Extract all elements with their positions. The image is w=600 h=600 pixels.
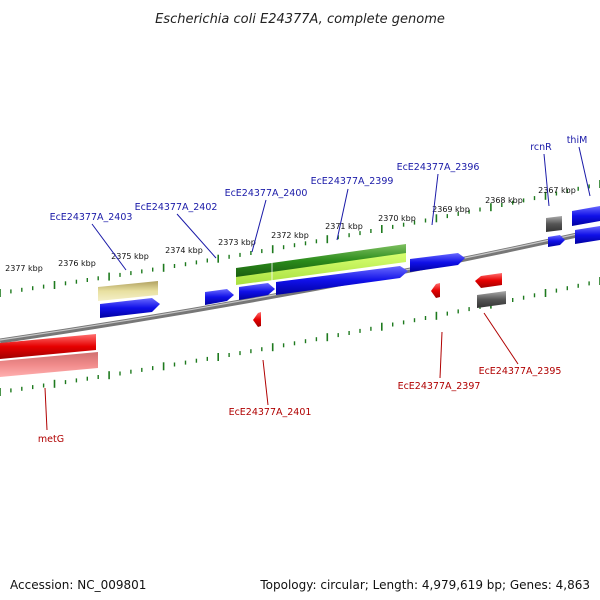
gene-label-EcE24377A-2401[interactable]: EcE24377A_2401 xyxy=(229,407,312,418)
scale-label-2372: 2372 kbp xyxy=(271,231,309,240)
gene-EcE24377A-2401[interactable] xyxy=(253,312,261,327)
rna-gene-2399-2400[interactable] xyxy=(236,244,406,285)
gene-EcE24377A-2402[interactable] xyxy=(205,289,234,305)
scale-label-2367: 2367 kbp xyxy=(538,186,576,195)
gene-label-EcE24377A-2403[interactable]: EcE24377A_2403 xyxy=(50,212,133,223)
gene-label-EcE24377A-2400[interactable]: EcE24377A_2400 xyxy=(225,188,308,199)
accession-text: Accession: NC_009801 xyxy=(10,578,147,592)
map-title: Escherichia coli E24377A, complete genom… xyxy=(155,12,445,27)
genome-summary-text: Topology: circular; Length: 4,979,619 bp… xyxy=(260,578,590,592)
gene-label-EcE24377A-2399[interactable]: EcE24377A_2399 xyxy=(311,176,394,187)
gene-EcE24377A-2395-grey[interactable] xyxy=(477,291,506,308)
scale-label-2373: 2373 kbp xyxy=(218,238,256,247)
gene-label-EcE24377A-2402[interactable]: EcE24377A_2402 xyxy=(135,202,218,213)
forward-genes xyxy=(98,206,600,318)
scale-label-2375: 2375 kbp xyxy=(111,252,149,261)
scale-label-2376: 2376 kbp xyxy=(58,259,96,268)
gene-EcE24377A-2403[interactable] xyxy=(100,298,160,318)
scale-label-2368: 2368 kbp xyxy=(485,196,523,205)
reverse-genes xyxy=(0,273,502,377)
gene-rcnR-small[interactable] xyxy=(548,235,565,247)
gene-EcE24377A-2396[interactable] xyxy=(410,253,465,272)
scale-label-2374: 2374 kbp xyxy=(165,246,203,255)
scale-label-2377: 2377 kbp xyxy=(5,264,43,273)
gene-label-rcnR[interactable]: rcnR xyxy=(530,142,552,153)
gene-EcE24377A-2397[interactable] xyxy=(431,283,440,298)
gene-label-EcE24377A-2396[interactable]: EcE24377A_2396 xyxy=(397,162,480,173)
gene-thiM[interactable] xyxy=(572,206,600,226)
gene-label-EcE24377A-2397[interactable]: EcE24377A_2397 xyxy=(398,381,481,392)
gene-label-EcE24377A-2395[interactable]: EcE24377A_2395 xyxy=(479,366,562,377)
scale-label-2370: 2370 kbp xyxy=(378,214,416,223)
scale-label-2369: 2369 kbp xyxy=(432,205,470,214)
gene-labels: thiM rcnR EcE24377A_2396 EcE24377A_2399 … xyxy=(38,135,587,445)
gene-rcnR[interactable] xyxy=(546,216,562,232)
gene-label-thiM[interactable]: thiM xyxy=(567,135,588,146)
scale-ticks xyxy=(0,180,600,396)
grey-genes xyxy=(477,216,562,308)
scale-label-2371: 2371 kbp xyxy=(325,222,363,231)
gene-label-metG[interactable]: metG xyxy=(38,434,64,445)
leader-lines xyxy=(44,146,591,431)
gene-EcE24377A-2400b[interactable] xyxy=(239,283,275,300)
gene-metG-pseudo[interactable] xyxy=(0,352,98,377)
scale-labels: 2367 kbp 2368 kbp 2369 kbp 2370 kbp 2371… xyxy=(5,186,576,273)
gene-EcE24377A-2399-2400[interactable] xyxy=(276,266,408,295)
gene-metG[interactable] xyxy=(0,334,96,359)
gene-EcE24377A-2403-pseudo[interactable] xyxy=(98,281,158,301)
gene-EcE24377A-2395[interactable] xyxy=(475,273,502,288)
gene-thiM-lower[interactable] xyxy=(575,226,600,244)
